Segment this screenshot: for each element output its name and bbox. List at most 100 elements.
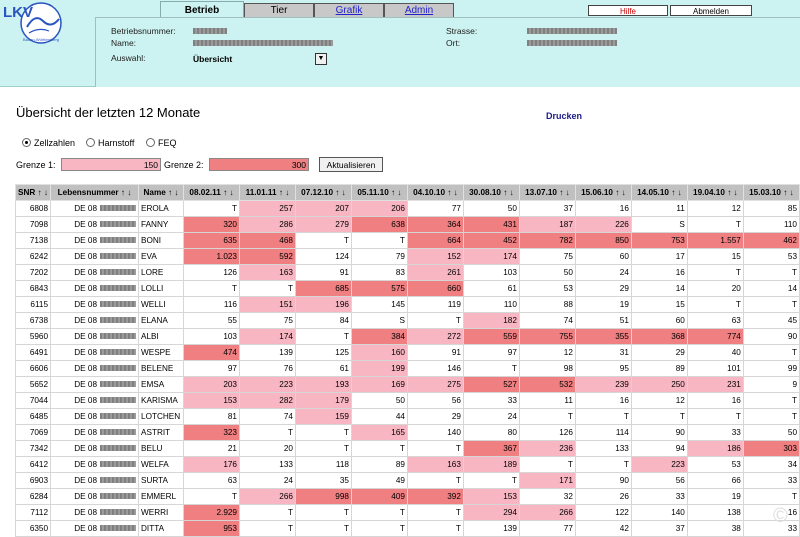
table-cell: T	[294, 328, 352, 345]
auswahl-select[interactable]: Übersicht ▼	[193, 53, 327, 65]
table-cell: 368	[630, 328, 688, 345]
column-header[interactable]: 15.03.10 ↑ ↓	[742, 184, 800, 201]
table-cell: 53	[742, 248, 800, 265]
table-cell: DE 08	[50, 360, 140, 377]
table-row: 7202 DE 08 LORE 126 163 91 83 261 103 50 24 16 T T	[14, 264, 800, 281]
table-cell: 7342	[14, 440, 52, 457]
radio-unchecked-icon[interactable]	[86, 138, 95, 147]
table-cell: DE 08	[50, 376, 140, 393]
table-cell: FANNY	[138, 216, 184, 233]
lebensnummer-redacted	[100, 221, 137, 227]
table-cell: 9	[742, 376, 800, 393]
chevron-down-icon[interactable]: ▼	[315, 53, 327, 65]
table-cell: DE 08	[50, 488, 140, 505]
column-header[interactable]: Name ↑ ↓	[138, 184, 184, 201]
table-cell: 56	[406, 392, 464, 409]
column-header[interactable]: 04.10.10 ↑ ↓	[406, 184, 464, 201]
column-header[interactable]: SNR ↑ ↓	[14, 184, 52, 201]
lebensnummer-redacted	[100, 381, 137, 387]
table-cell: 282	[238, 392, 296, 409]
table-cell: 171	[518, 472, 576, 489]
table-cell: T	[574, 456, 632, 473]
grenze1-input[interactable]: 150	[61, 158, 161, 171]
table-cell: 45	[742, 312, 800, 329]
table-cell: 140	[406, 424, 464, 441]
table-cell: 2.929	[183, 504, 240, 521]
table-cell: 126	[518, 424, 576, 441]
table-cell: 257	[238, 200, 296, 217]
table-cell: T	[350, 504, 408, 521]
table-row: 6808 DE 08 EROLA T 257 207 206 77 50 37 16 11 12 85	[14, 200, 800, 217]
table-cell: 266	[238, 488, 296, 505]
table-cell: 153	[183, 392, 240, 409]
logout-button[interactable]: Abmelden	[670, 5, 752, 16]
column-header[interactable]: 08.02.11 ↑ ↓	[183, 184, 240, 201]
table-row: 6903 DE 08 SURTA 63 24 35 49 T T 171 90 56 66 33	[14, 472, 800, 489]
table-cell: 11	[630, 200, 688, 217]
column-header[interactable]: 15.06.10 ↑ ↓	[574, 184, 632, 201]
radio-unchecked-icon[interactable]	[146, 138, 155, 147]
table-cell: T	[406, 472, 464, 489]
help-button[interactable]: Hilfe	[588, 5, 668, 16]
tab-betrieb[interactable]: Betrieb	[160, 1, 244, 18]
table-cell: 103	[183, 328, 240, 345]
table-cell: 20	[686, 280, 744, 297]
table-cell: 575	[350, 280, 408, 297]
column-header[interactable]: 13.07.10 ↑ ↓	[518, 184, 576, 201]
table-cell: 33	[686, 424, 744, 441]
column-header[interactable]: Lebensnummer ↑ ↓	[50, 184, 140, 201]
table-cell: 179	[294, 392, 352, 409]
table-cell: 24	[574, 264, 632, 281]
table-header-row: SNR ↑ ↓ Lebensnummer ↑ ↓ Name ↑ ↓ 08.02.11 …	[14, 184, 800, 201]
table-cell: 81	[183, 408, 240, 425]
table-cell: 207	[294, 200, 352, 217]
table-cell: 99	[742, 360, 800, 377]
column-header[interactable]: 11.01.11 ↑ ↓	[238, 184, 296, 201]
table-cell: 75	[238, 312, 296, 329]
table-cell: 98	[518, 360, 576, 377]
table-cell: 88	[518, 296, 576, 313]
table-cell: 7202	[14, 264, 52, 281]
lebensnummer-redacted	[100, 333, 137, 339]
table-cell: 90	[742, 328, 800, 345]
table-cell: 42	[574, 520, 632, 537]
radio-zellzahlen[interactable]: Zellzahlen	[22, 138, 75, 148]
table-cell: 133	[238, 456, 296, 473]
table-cell: 176	[183, 456, 240, 473]
table-cell: 193	[294, 376, 352, 393]
table-cell: T	[686, 216, 744, 233]
table-cell: 37	[518, 200, 576, 217]
table-cell: 303	[742, 440, 800, 457]
table-cell: T	[518, 408, 576, 425]
table-cell: 125	[294, 344, 352, 361]
table-cell: 21	[183, 440, 240, 457]
radio-checked-icon[interactable]	[22, 138, 31, 147]
table-cell: 74	[238, 408, 296, 425]
table-cell: 90	[630, 424, 688, 441]
table-cell: T	[350, 440, 408, 457]
table-cell: 126	[183, 264, 240, 281]
aktualisieren-button[interactable]: Aktualisieren	[319, 157, 383, 172]
table-cell: 12	[518, 344, 576, 361]
tab-tier[interactable]: Tier	[244, 3, 314, 17]
tab-admin[interactable]: Admin	[384, 3, 454, 17]
column-header[interactable]: 30.08.10 ↑ ↓	[462, 184, 520, 201]
tab-grafik[interactable]: Grafik	[314, 3, 384, 17]
radio-feq[interactable]: FEQ	[146, 138, 177, 148]
table-cell: 114	[574, 424, 632, 441]
table-cell: EMSA	[138, 376, 184, 393]
column-header[interactable]: 07.12.10 ↑ ↓	[294, 184, 352, 201]
table-cell: 103	[462, 264, 520, 281]
table-cell: 7138	[14, 232, 52, 249]
table-cell: T	[686, 264, 744, 281]
column-header[interactable]: 19.04.10 ↑ ↓	[686, 184, 744, 201]
grenze2-input[interactable]: 300	[209, 158, 309, 171]
column-header[interactable]: 14.05.10 ↑ ↓	[630, 184, 688, 201]
print-link[interactable]: Drucken	[546, 111, 583, 121]
radio-harnstoff[interactable]: Harnstoff	[86, 138, 134, 148]
table-cell: 50	[350, 392, 408, 409]
column-header[interactable]: 05.11.10 ↑ ↓	[350, 184, 408, 201]
table-cell: 33	[630, 488, 688, 505]
table-cell: 50	[462, 200, 520, 217]
table-cell: 323	[183, 424, 240, 441]
